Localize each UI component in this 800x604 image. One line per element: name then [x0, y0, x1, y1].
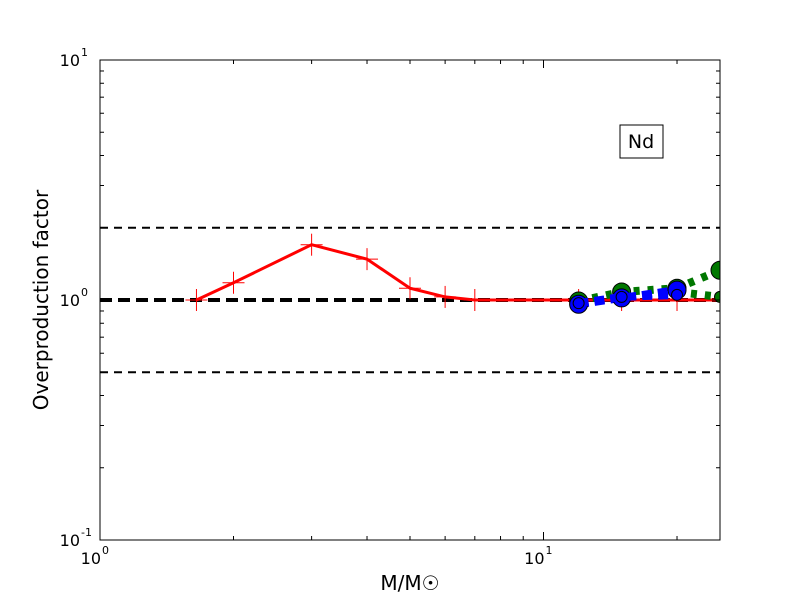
- data-point-plus: [300, 233, 323, 256]
- y-tick-exponent: 0: [81, 286, 88, 299]
- x-tick-label: 10: [81, 549, 101, 568]
- annotation-label: Nd: [628, 131, 654, 153]
- series-line: [578, 290, 678, 308]
- x-tick-label: 10: [524, 549, 544, 568]
- x-axis-label: M/M☉: [380, 571, 439, 595]
- data-point: [615, 290, 628, 303]
- y-tick-label: 10: [60, 51, 80, 70]
- data-point-plus: [222, 271, 245, 294]
- data-point-plus: [185, 289, 208, 311]
- annotation-box: [619, 124, 664, 159]
- x-tick-exponent: 1: [546, 544, 553, 557]
- y-axis-label: Overproduction factor: [29, 189, 53, 410]
- y-tick-label: 10: [60, 531, 80, 550]
- data-point-plus: [463, 289, 486, 311]
- y-tick-label: 10: [60, 291, 80, 310]
- data-point: [572, 297, 585, 310]
- data-point-plus: [434, 285, 457, 308]
- data-point-plus: [356, 248, 379, 271]
- data-point: [671, 288, 684, 301]
- y-tick-exponent: -1: [81, 526, 92, 539]
- series-line: [195, 243, 720, 302]
- data-point-plus: [399, 277, 421, 300]
- y-tick-exponent: 1: [81, 46, 88, 59]
- data-point: [710, 260, 720, 280]
- x-tick-exponent: 0: [102, 544, 109, 557]
